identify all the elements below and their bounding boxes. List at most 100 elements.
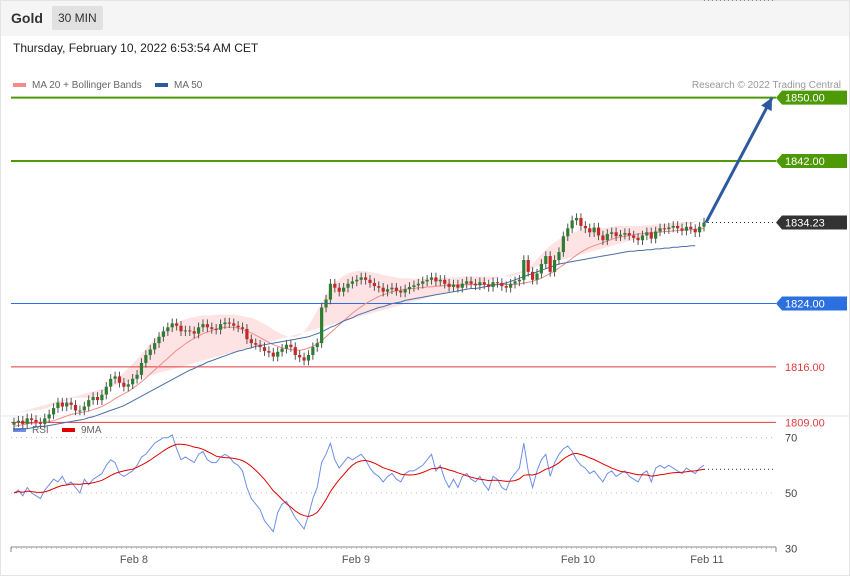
candle-body — [78, 410, 82, 412]
legend-rsi: RSI — [13, 425, 49, 436]
candle-body — [214, 328, 218, 330]
candle-body — [183, 330, 188, 332]
candle-body — [73, 404, 78, 411]
candle-body — [280, 348, 284, 352]
candle-body — [421, 281, 425, 284]
legend-9ma: 9MA — [62, 425, 102, 436]
x-tick-label-feb-8: Feb 8 — [120, 554, 148, 566]
research-credit: Research © 2022 Trading Central — [691, 80, 841, 91]
candle-body — [170, 323, 174, 328]
symbol-title: Gold — [11, 10, 43, 26]
candle-body — [113, 376, 117, 379]
candle-body — [465, 281, 469, 284]
candle-body — [223, 322, 227, 325]
legend-ma20: MA 20 + Bollinger Bands — [13, 80, 142, 91]
candle-body — [570, 220, 574, 229]
candle-body — [473, 283, 478, 286]
candle-body — [478, 282, 482, 286]
candle-body — [337, 287, 341, 292]
header-bar — [1, 1, 849, 36]
candle-body — [702, 222, 706, 227]
candle-body — [135, 374, 139, 379]
candle-body — [460, 283, 464, 288]
candle-body — [680, 228, 684, 231]
bollinger-band-area — [14, 221, 700, 414]
candle-body — [495, 282, 500, 284]
candle-body — [333, 283, 337, 288]
timeframe-badge[interactable]: 30 MIN — [52, 6, 103, 30]
candle-body — [21, 420, 25, 424]
candle-body — [390, 287, 394, 290]
candle-body — [579, 218, 583, 226]
candle-body — [539, 263, 543, 274]
level-label-1816.00: 1816.00 — [785, 362, 825, 374]
rsi-tick-label-30: 30 — [785, 543, 797, 555]
level-label-1824.00: 1824.00 — [785, 299, 825, 311]
rsi-tick-label-50: 50 — [785, 488, 797, 500]
candle-body — [513, 281, 517, 284]
candle-body — [161, 331, 166, 337]
candle-body — [676, 225, 680, 229]
candle-body — [43, 418, 47, 424]
candle-body — [254, 343, 258, 345]
candle-body — [38, 422, 42, 424]
level-tag-1842.00 — [776, 154, 847, 169]
candle-body — [561, 236, 565, 253]
candle-body — [583, 225, 587, 229]
rsi-line — [13, 434, 705, 533]
candle-body — [517, 279, 522, 282]
candle-body — [117, 376, 122, 383]
candle-body — [350, 281, 355, 284]
x-tick-label-feb-11: Feb 11 — [690, 554, 723, 566]
candle-body — [289, 344, 293, 348]
x-tick-label-feb-10: Feb 10 — [561, 554, 595, 566]
candle-body — [491, 282, 495, 287]
candle-body — [557, 252, 561, 260]
candle-body — [342, 287, 346, 292]
candle-body — [188, 330, 192, 332]
candle-body — [148, 349, 152, 356]
candle-body — [469, 281, 473, 284]
projection-arrowhead — [761, 97, 772, 112]
candle-body — [693, 229, 697, 233]
candle-body — [29, 418, 34, 420]
legend-ma20-label: MA 20 + Bollinger Bands — [32, 80, 142, 91]
candle-body — [504, 286, 508, 288]
rsi-9ma-line — [13, 443, 705, 518]
candle-body — [87, 400, 91, 407]
candle-body — [377, 286, 381, 288]
candle-body — [416, 283, 420, 286]
legend-9ma-swatch — [62, 428, 75, 433]
candle-body — [403, 289, 407, 293]
candle-body — [610, 232, 614, 234]
candle-body — [293, 347, 297, 356]
candle-body — [65, 402, 69, 407]
legend-ma50: MA 50 — [155, 80, 202, 91]
projection-arrow-shaft — [704, 96, 774, 224]
candle-body — [443, 279, 447, 284]
candle-body — [588, 228, 592, 233]
candle-body — [12, 422, 16, 425]
candle-body — [69, 402, 73, 405]
candle-body — [131, 378, 135, 385]
candle-body — [249, 339, 253, 344]
level-label-1809.00: 1809.00 — [785, 417, 825, 429]
candle-body — [658, 228, 662, 232]
candle-body — [385, 289, 390, 292]
candle-body — [315, 343, 319, 348]
candle-body — [91, 396, 95, 401]
candle-body — [284, 344, 289, 349]
candle-body — [522, 260, 526, 280]
candle-body — [240, 327, 245, 329]
candle-body — [302, 357, 306, 361]
candle-body — [232, 323, 236, 326]
candle-body — [359, 277, 363, 280]
candle-body — [196, 327, 201, 334]
candle-body — [623, 233, 627, 235]
candle-body — [394, 287, 398, 291]
candle-body — [34, 419, 38, 423]
legend-rsi-label: RSI — [32, 425, 49, 436]
rsi-tick-label-70: 70 — [785, 433, 797, 445]
candle-body — [548, 256, 552, 272]
candle-body — [574, 218, 579, 221]
